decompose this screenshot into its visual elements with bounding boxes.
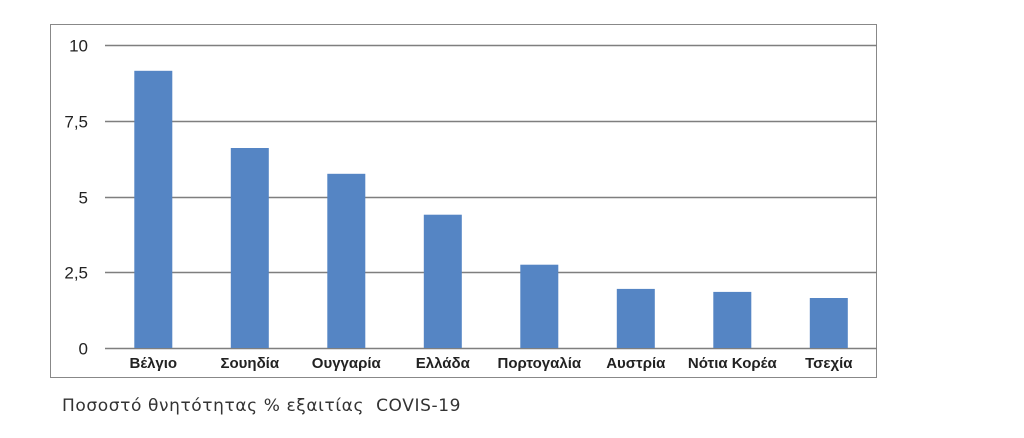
x-tick-label: Αυστρία xyxy=(606,355,666,372)
x-tick-label: Βέλγιο xyxy=(129,355,177,372)
bar xyxy=(809,298,848,348)
x-tick-label: Σουηδία xyxy=(221,355,280,372)
bar xyxy=(423,214,462,348)
bar xyxy=(327,173,366,348)
bar xyxy=(520,264,559,348)
figure-caption: Ποσοστό θνητότητας % εξαιτίας COVIS-19 xyxy=(62,396,462,416)
x-tick-label: Πορτογαλία xyxy=(498,355,582,372)
y-tick-label: 5 xyxy=(79,189,88,208)
chart-frame: 0 2,5 5 7,5 10 Βέλγιο Σουηδία Ουγγαρία Ελλάδα Πο… xyxy=(50,24,877,378)
bar xyxy=(713,291,752,348)
chart-border xyxy=(50,24,877,378)
x-tick-label: Ουγγαρία xyxy=(312,355,382,372)
bar xyxy=(134,70,173,349)
x-tick-label: Νότια Κορέα xyxy=(688,355,778,372)
bars xyxy=(134,70,848,349)
bar-chart: 0 2,5 5 7,5 10 Βέλγιο Σουηδία Ουγγαρία Ελλάδα Πο… xyxy=(50,24,877,378)
x-tick-label: Ελλάδα xyxy=(416,355,471,372)
y-tick-label: 7,5 xyxy=(64,113,88,132)
y-tick-label: 2,5 xyxy=(64,264,88,283)
y-axis-ticks: 0 2,5 5 7,5 10 xyxy=(64,37,88,359)
bar xyxy=(230,148,269,348)
y-tick-label: 0 xyxy=(79,340,88,359)
bar xyxy=(616,288,655,348)
y-tick-label: 10 xyxy=(69,37,88,56)
x-axis-ticks: Βέλγιο Σουηδία Ουγγαρία Ελλάδα Πορτογαλία Αυσ… xyxy=(129,355,853,372)
x-tick-label: Τσεχία xyxy=(805,355,853,372)
